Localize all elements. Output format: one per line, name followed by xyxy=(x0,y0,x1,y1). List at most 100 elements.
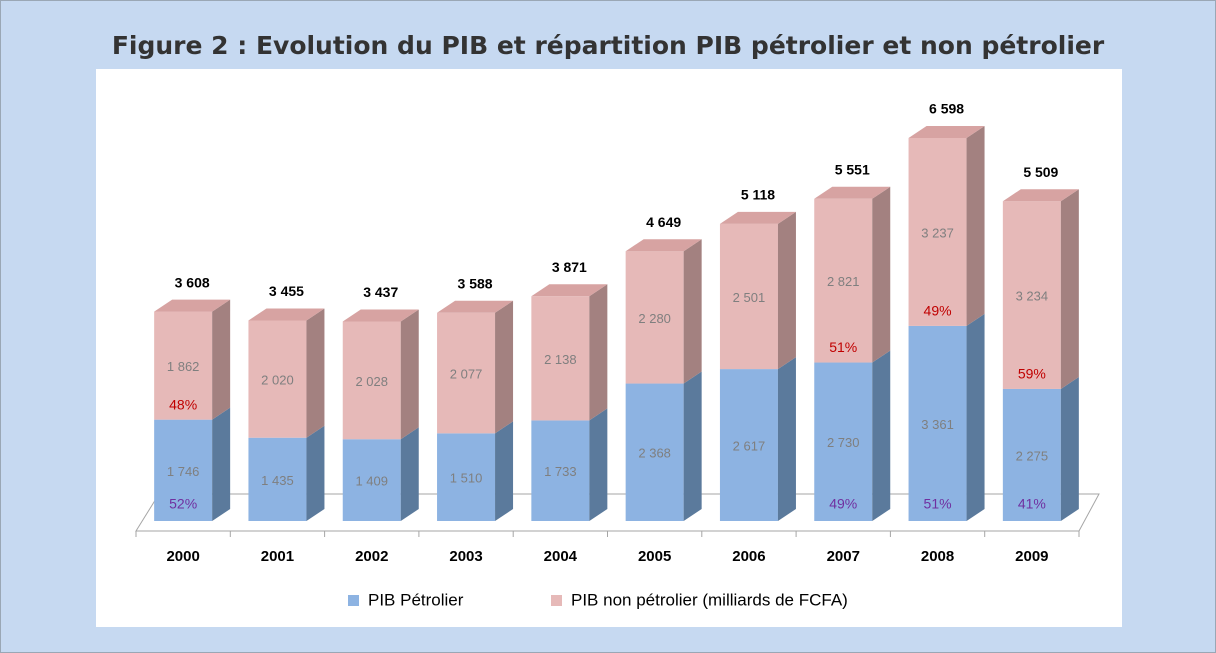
value-label: 1 746 xyxy=(167,464,200,479)
bar-top xyxy=(625,239,702,252)
bar-side xyxy=(872,350,891,521)
value-label: 3 237 xyxy=(921,225,954,240)
bar xyxy=(437,312,496,434)
bar-side xyxy=(306,425,325,521)
value-label: 1 862 xyxy=(167,359,200,374)
total-label: 3 871 xyxy=(552,259,587,275)
total-label: 3 455 xyxy=(269,283,304,299)
bar xyxy=(625,251,684,384)
value-label: 1 510 xyxy=(450,471,483,486)
total-label: 5 551 xyxy=(835,161,870,177)
bar-side xyxy=(966,126,985,326)
x-tick-label: 2000 xyxy=(166,548,199,565)
value-label: 2 077 xyxy=(450,367,483,382)
bar-top xyxy=(719,211,796,224)
bar-side xyxy=(400,309,419,440)
bar xyxy=(814,198,873,363)
value-label: 2 368 xyxy=(638,446,671,461)
bar xyxy=(814,362,873,521)
total-label: 5 118 xyxy=(741,187,775,203)
legend-label: PIB non pétrolier (milliards de FCFA) xyxy=(571,590,848,609)
legend-swatch xyxy=(348,595,359,606)
value-label: 2 020 xyxy=(261,373,294,388)
legend-swatch xyxy=(551,595,562,606)
bar xyxy=(248,320,307,438)
x-tick-label: 2003 xyxy=(449,548,482,565)
bar-side xyxy=(400,427,419,521)
bar-top xyxy=(437,300,514,313)
value-label: 2 138 xyxy=(544,352,577,367)
share-label: 49% xyxy=(924,303,952,319)
bar-side xyxy=(212,299,231,420)
share-label: 52% xyxy=(169,496,197,512)
value-label: 1 409 xyxy=(355,474,388,489)
value-label: 3 234 xyxy=(1016,289,1049,304)
bar-top xyxy=(814,186,891,199)
total-label: 3 588 xyxy=(458,275,493,291)
value-label: 2 617 xyxy=(733,438,766,453)
value-label: 3 361 xyxy=(921,417,954,432)
total-label: 4 649 xyxy=(646,214,681,230)
share-label: 51% xyxy=(924,496,952,512)
x-tick-label: 2004 xyxy=(544,548,578,565)
chart-title: Figure 2 : Evolution du PIB et répartiti… xyxy=(111,31,1105,60)
bar xyxy=(1002,201,1061,389)
bar xyxy=(154,419,213,521)
share-label: 41% xyxy=(1018,496,1046,512)
bar xyxy=(342,321,401,440)
share-label: 49% xyxy=(829,496,857,512)
bar xyxy=(1002,388,1061,521)
value-label: 2 501 xyxy=(733,290,766,305)
total-label: 5 509 xyxy=(1023,164,1058,180)
bar xyxy=(531,420,590,521)
total-label: 3 437 xyxy=(363,284,398,300)
bar xyxy=(625,383,684,521)
bar-side xyxy=(777,211,796,370)
bar-side xyxy=(683,371,702,521)
bar xyxy=(908,325,967,521)
bar xyxy=(154,311,213,420)
bar xyxy=(531,296,590,421)
bar-side xyxy=(306,308,325,438)
x-tick-label: 2001 xyxy=(261,548,294,565)
bar xyxy=(719,369,778,521)
bar-side xyxy=(589,284,608,421)
value-label: 1 733 xyxy=(544,464,577,479)
value-label: 1 435 xyxy=(261,473,294,488)
share-label: 51% xyxy=(829,339,857,355)
bar-side xyxy=(872,186,891,363)
bar xyxy=(719,223,778,370)
bar-side xyxy=(495,300,514,434)
value-label: 2 821 xyxy=(827,274,860,289)
value-label: 2 028 xyxy=(355,374,388,389)
bar-top xyxy=(531,284,608,297)
bar-top xyxy=(908,126,985,138)
total-label: 6 598 xyxy=(929,101,964,117)
value-label: 2 730 xyxy=(827,435,860,450)
value-label: 2 275 xyxy=(1016,448,1049,463)
bar xyxy=(342,439,401,521)
bar-side xyxy=(683,239,702,384)
value-label: 2 280 xyxy=(638,311,671,326)
bar-side xyxy=(495,421,514,521)
bar-side xyxy=(589,408,608,521)
bar xyxy=(437,433,496,521)
bar-side xyxy=(777,357,796,521)
total-label: 3 608 xyxy=(175,274,210,290)
share-label: 48% xyxy=(169,396,197,412)
bar-side xyxy=(1060,189,1079,389)
bar xyxy=(908,138,967,326)
x-tick-label: 2002 xyxy=(355,548,388,565)
share-label: 59% xyxy=(1018,366,1046,382)
bar xyxy=(248,437,307,521)
x-tick-label: 2008 xyxy=(921,548,954,565)
bar-top xyxy=(248,308,325,321)
bar-top xyxy=(154,299,231,312)
chart: 1 746 52% 1 862 48% 3 608 2000 1 435 2 020 3 455… xyxy=(96,69,1122,627)
bar-side xyxy=(1060,376,1079,521)
legend-label: PIB Pétrolier xyxy=(368,590,464,609)
x-tick-label: 2005 xyxy=(638,548,671,565)
bar-side xyxy=(966,313,985,521)
x-tick-label: 2009 xyxy=(1015,548,1048,565)
